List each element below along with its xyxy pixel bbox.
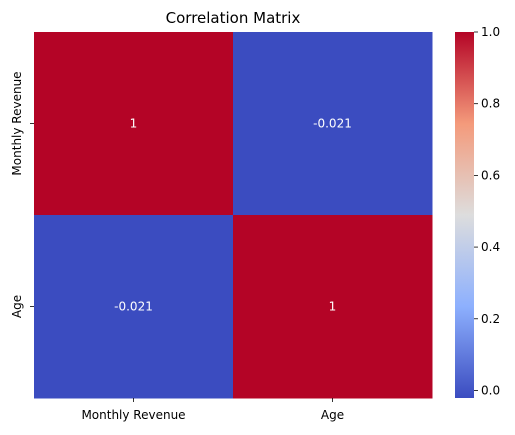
colorbar-tick-label: 0.6 [481,168,500,182]
x-axis-ticks: Monthly Revenue Age [81,398,344,422]
heatmap-cell-1-1 [233,215,433,399]
colorbar [455,32,474,398]
cell-annotation-0-0: 1 [130,117,138,131]
x-tick-label: Monthly Revenue [81,408,185,422]
colorbar-tick-label: 0.4 [481,240,500,254]
cell-annotation-1-0: -0.021 [114,300,153,314]
heatmap-annotations: 1 -0.021 -0.021 1 [114,117,352,314]
y-tick-label: Monthly Revenue [10,71,24,175]
cell-annotation-1-1: 1 [329,300,337,314]
heatmap-cell-0-0 [34,32,234,216]
cell-annotation-0-1: -0.021 [313,117,352,131]
colorbar-tick-label: 1.0 [481,25,500,39]
colorbar-tick-label: 0.0 [481,383,500,397]
colorbar-tick-label: 0.2 [481,312,500,326]
heatmap-cells [34,32,433,399]
heatmap-cell-0-1 [233,32,433,216]
y-tick-label: Age [10,295,24,318]
heatmap-cell-1-0 [34,215,234,399]
y-axis-ticks: Monthly Revenue Age [10,71,34,318]
chart-title: Correlation Matrix [166,9,301,27]
x-tick-label: Age [321,408,344,422]
colorbar-ticks: 0.0 0.2 0.4 0.6 0.8 1.0 [474,25,500,397]
colorbar-tick-label: 0.8 [481,97,500,111]
